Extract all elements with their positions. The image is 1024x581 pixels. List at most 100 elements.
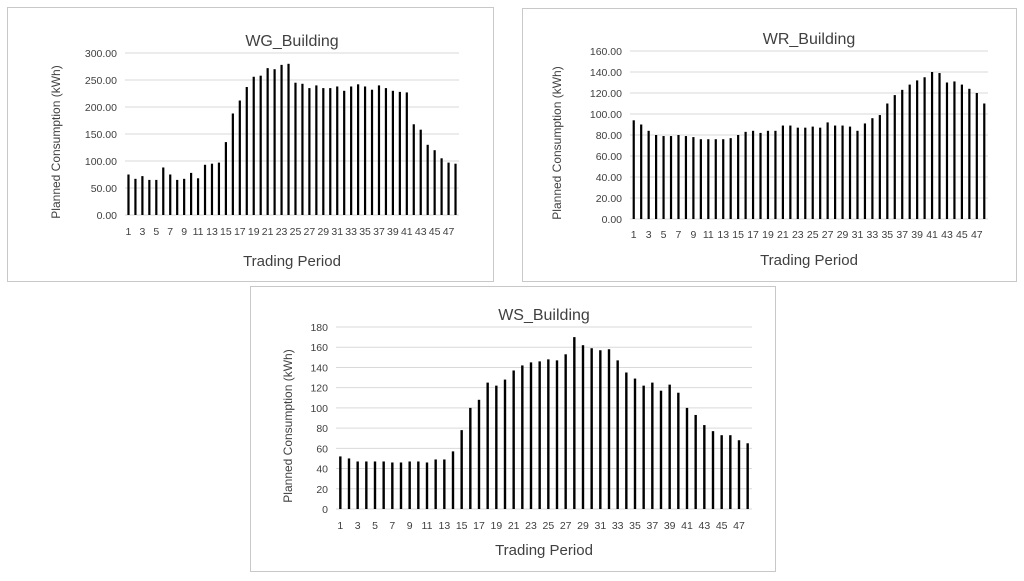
wr-x-tick-label: 9 xyxy=(690,229,696,241)
ws-bar xyxy=(434,459,437,509)
wg-bar xyxy=(336,86,339,215)
ws-y-tick-label: 20 xyxy=(316,484,328,496)
wg-bar xyxy=(176,179,179,215)
wr-x-tick-label: 15 xyxy=(732,229,744,241)
wr-x-tick-label: 21 xyxy=(777,229,789,241)
ws-y-tick-label: 100 xyxy=(310,403,328,415)
ws-bar xyxy=(391,462,394,509)
wg-x-tick-label: 25 xyxy=(290,226,302,238)
wr-x-tick-label: 37 xyxy=(896,229,908,241)
wg-y-tick-label: 150.00 xyxy=(85,129,117,141)
wg-bar xyxy=(141,176,144,215)
ws-bar xyxy=(477,399,481,509)
ws-bar xyxy=(616,360,619,509)
wr-y-tick-label: 0.00 xyxy=(602,214,623,226)
ws-x-tick-label: 37 xyxy=(646,520,658,532)
ws-bar xyxy=(737,440,741,509)
wg-y-tick-label: 50.00 xyxy=(91,183,117,195)
wg-bar xyxy=(196,178,200,215)
wr-bar xyxy=(722,139,725,219)
wr-bar xyxy=(640,124,643,219)
wr-bar xyxy=(960,84,963,219)
wg-bar xyxy=(398,91,401,215)
ws-bar xyxy=(694,414,697,509)
ws-bar xyxy=(512,370,515,509)
ws-x-tick-label: 33 xyxy=(612,520,624,532)
wr-bar xyxy=(677,135,680,219)
wr-x-tick-label: 13 xyxy=(717,229,729,241)
wg-bar xyxy=(190,172,193,215)
wg-bar xyxy=(252,76,255,215)
wr-x-tick-label: 7 xyxy=(676,229,682,241)
ws-x-tick-label: 27 xyxy=(560,520,572,532)
ws-bar xyxy=(382,461,385,509)
ws-bar xyxy=(668,384,671,509)
wr-x-tick-label: 43 xyxy=(941,229,953,241)
wg-bar xyxy=(162,167,165,215)
ws-x-tick-label: 9 xyxy=(407,520,413,532)
wg-building-chart-panel: 0.00 50.00 100.00 150.00 200.00 250.00 300.00 1… xyxy=(7,7,494,282)
wr-bar xyxy=(930,72,934,219)
wg-y-tick-label: 0.00 xyxy=(97,210,118,222)
wg-bar xyxy=(134,178,137,215)
wr-bar xyxy=(632,120,635,219)
ws-x-tick-label: 19 xyxy=(490,520,502,532)
wg-y-axis-title: Planned Consumption (kWh) xyxy=(49,65,63,218)
wr-bar xyxy=(834,125,837,219)
wr-y-axis-title: Planned Consumption (kWh) xyxy=(550,66,564,219)
wr-y-tick-label: 20.00 xyxy=(596,193,622,205)
wg-bar xyxy=(454,163,457,215)
wr-x-tick-label: 47 xyxy=(971,229,983,241)
ws-x-tick-label: 11 xyxy=(422,520,433,532)
wg-chart-title: WG_Building xyxy=(245,33,338,50)
wr-bar xyxy=(886,103,889,219)
ws-x-tick-label: 43 xyxy=(698,520,710,532)
wg-y-tick-label: 300.00 xyxy=(85,48,117,60)
wr-bar xyxy=(953,81,956,219)
wg-x-tick-label: 11 xyxy=(193,226,204,238)
wr-x-tick-label: 11 xyxy=(703,229,714,241)
wg-x-tick-label: 17 xyxy=(234,226,246,238)
wr-x-tick-label: 23 xyxy=(792,229,804,241)
wg-x-tick-label: 41 xyxy=(401,226,413,238)
wg-x-tick-label: 13 xyxy=(206,226,218,238)
ws-x-tick-label: 39 xyxy=(664,520,676,532)
ws-x-tick-label: 25 xyxy=(542,520,554,532)
wr-bar xyxy=(826,122,829,219)
wr-x-tick-label: 39 xyxy=(911,229,923,241)
wg-bar xyxy=(294,82,297,215)
wr-bar xyxy=(684,136,688,219)
ws-bar xyxy=(677,392,680,509)
wr-bar xyxy=(848,126,852,219)
ws-bar xyxy=(642,385,645,509)
wg-bar xyxy=(245,87,248,215)
wg-bar xyxy=(405,92,408,215)
ws-y-tick-label: 120 xyxy=(310,383,328,395)
ws-bar xyxy=(347,458,351,509)
ws-bar xyxy=(564,354,567,509)
wg-x-tick-label: 19 xyxy=(248,226,260,238)
wg-chart-svg: 0.00 50.00 100.00 150.00 200.00 250.00 300.00 1… xyxy=(49,33,459,270)
wg-x-tick-label: 15 xyxy=(220,226,232,238)
ws-bar xyxy=(547,359,550,509)
wr-building-chart-panel: 0.00 20.00 40.00 60.00 80.00 100.00 120.00 140.… xyxy=(522,8,1017,282)
wr-x-tick-label: 45 xyxy=(956,229,968,241)
wr-x-tick-label: 17 xyxy=(747,229,759,241)
wr-bar xyxy=(811,126,814,219)
wg-bar xyxy=(231,113,234,215)
ws-bar xyxy=(651,382,654,509)
wg-bar xyxy=(210,163,214,215)
ws-x-tick-label: 3 xyxy=(355,520,361,532)
wg-bar xyxy=(363,86,367,215)
ws-bar xyxy=(633,378,637,509)
ws-bar xyxy=(486,382,489,509)
wg-bar xyxy=(440,158,443,215)
wr-bar xyxy=(901,89,904,219)
ws-bar xyxy=(495,385,498,509)
wg-x-tick-label: 47 xyxy=(443,226,455,238)
wg-bar xyxy=(384,88,388,215)
wr-bar xyxy=(669,136,673,219)
wr-x-tick-label: 5 xyxy=(661,229,667,241)
wg-x-tick-label: 27 xyxy=(304,226,316,238)
wg-bar xyxy=(155,179,158,215)
